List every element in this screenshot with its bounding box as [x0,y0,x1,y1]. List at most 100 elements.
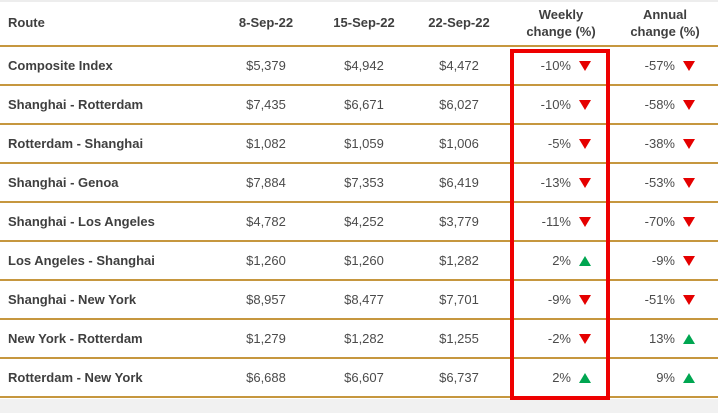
trend-down-icon [579,138,591,149]
annual-change-value: -57% [644,58,675,73]
annual-change-cell: -9% [612,241,718,281]
trend-down-icon [579,177,591,188]
annual-change-value: 9% [656,370,675,385]
route-cell: New York - Rotterdam [0,319,212,359]
column-header-annual-change: Annual change (%) [612,2,718,47]
annual-change-cell: -38% [612,124,718,164]
trend-down-icon [683,216,695,227]
route-cell: Los Angeles - Shanghai [0,241,212,281]
table-row: Composite Index $5,379 $4,942 $4,472 -10… [0,46,718,86]
price-cell: $1,082 [212,124,320,164]
weekly-change-value: -9% [547,292,571,307]
price-cell: $1,006 [408,124,510,164]
price-cell: $1,282 [320,319,408,359]
trend-down-icon [683,99,695,110]
weekly-change-cell: -10% [510,85,612,125]
annual-change-value: 13% [648,331,675,346]
price-cell: $1,255 [408,319,510,359]
price-cell: $3,779 [408,202,510,242]
weekly-change-cell: 2% [510,241,612,281]
annual-header-line2: change (%) [630,23,700,39]
annual-change-value: -51% [644,292,675,307]
price-cell: $4,782 [212,202,320,242]
price-cell: $4,252 [320,202,408,242]
weekly-change-cell: -11% [510,202,612,242]
price-cell: $6,027 [408,85,510,125]
annual-change-cell: -57% [612,46,718,86]
header-row: Route 8-Sep-22 15-Sep-22 22-Sep-22 Weekl… [0,2,718,47]
table-row: Rotterdam - New York $6,688 $6,607 $6,73… [0,358,718,398]
weekly-change-value: -10% [540,58,571,73]
weekly-header-line2: change (%) [526,23,596,39]
weekly-change-value: -2% [547,331,571,346]
price-cell: $7,353 [320,163,408,203]
price-cell: $5,379 [212,46,320,86]
trend-down-icon [579,333,591,344]
annual-change-cell: -70% [612,202,718,242]
annual-change-cell: -53% [612,163,718,203]
price-cell: $4,942 [320,46,408,86]
trend-down-icon [683,177,695,188]
column-header-date1: 8-Sep-22 [212,2,320,47]
annual-change-cell: 13% [612,319,718,359]
route-cell: Shanghai - New York [0,280,212,320]
trend-down-icon [683,255,695,266]
weekly-change-cell: -2% [510,319,612,359]
trend-up-icon [579,255,591,266]
price-cell: $6,419 [408,163,510,203]
annual-change-value: -38% [644,136,675,151]
table-row: Los Angeles - Shanghai $1,260 $1,260 $1,… [0,241,718,281]
weekly-change-cell: -10% [510,46,612,86]
weekly-change-cell: -5% [510,124,612,164]
price-cell: $1,279 [212,319,320,359]
price-cell: $7,884 [212,163,320,203]
trend-up-icon [579,372,591,383]
annual-change-value: -58% [644,97,675,112]
weekly-change-cell: -9% [510,280,612,320]
table-row: Shanghai - Los Angeles $4,782 $4,252 $3,… [0,202,718,242]
annual-change-value: -70% [644,214,675,229]
weekly-change-value: -10% [540,97,571,112]
trend-down-icon [579,99,591,110]
trend-down-icon [579,216,591,227]
trend-up-icon [683,372,695,383]
price-cell: $6,607 [320,358,408,398]
price-cell: $6,671 [320,85,408,125]
annual-change-cell: -51% [612,280,718,320]
weekly-change-cell: -13% [510,163,612,203]
column-header-weekly-change: Weekly change (%) [510,2,612,47]
route-cell: Rotterdam - New York [0,358,212,398]
table-row: Shanghai - Genoa $7,884 $7,353 $6,419 -1… [0,163,718,203]
column-header-route: Route [0,2,212,47]
annual-change-cell: 9% [612,358,718,398]
table-row: Shanghai - New York $8,957 $8,477 $7,701… [0,280,718,320]
table-row: Shanghai - Rotterdam $7,435 $6,671 $6,02… [0,85,718,125]
footer-strip [0,399,718,413]
table-row: Rotterdam - Shanghai $1,082 $1,059 $1,00… [0,124,718,164]
trend-down-icon [683,138,695,149]
price-cell: $8,477 [320,280,408,320]
price-cell: $8,957 [212,280,320,320]
price-cell: $1,260 [320,241,408,281]
table-row: New York - Rotterdam $1,279 $1,282 $1,25… [0,319,718,359]
trend-up-icon [683,333,695,344]
route-cell: Composite Index [0,46,212,86]
trend-down-icon [683,294,695,305]
price-cell: $7,701 [408,280,510,320]
annual-change-value: -53% [644,175,675,190]
price-cell: $6,688 [212,358,320,398]
annual-change-value: -9% [651,253,675,268]
weekly-change-value: -11% [541,214,571,229]
price-cell: $7,435 [212,85,320,125]
weekly-change-value: 2% [552,253,571,268]
weekly-change-cell: 2% [510,358,612,398]
column-header-date2: 15-Sep-22 [320,2,408,47]
route-cell: Shanghai - Los Angeles [0,202,212,242]
route-cell: Shanghai - Rotterdam [0,85,212,125]
weekly-change-value: 2% [552,370,571,385]
price-cell: $1,059 [320,124,408,164]
price-cell: $1,260 [212,241,320,281]
route-cell: Shanghai - Genoa [0,163,212,203]
route-cell: Rotterdam - Shanghai [0,124,212,164]
